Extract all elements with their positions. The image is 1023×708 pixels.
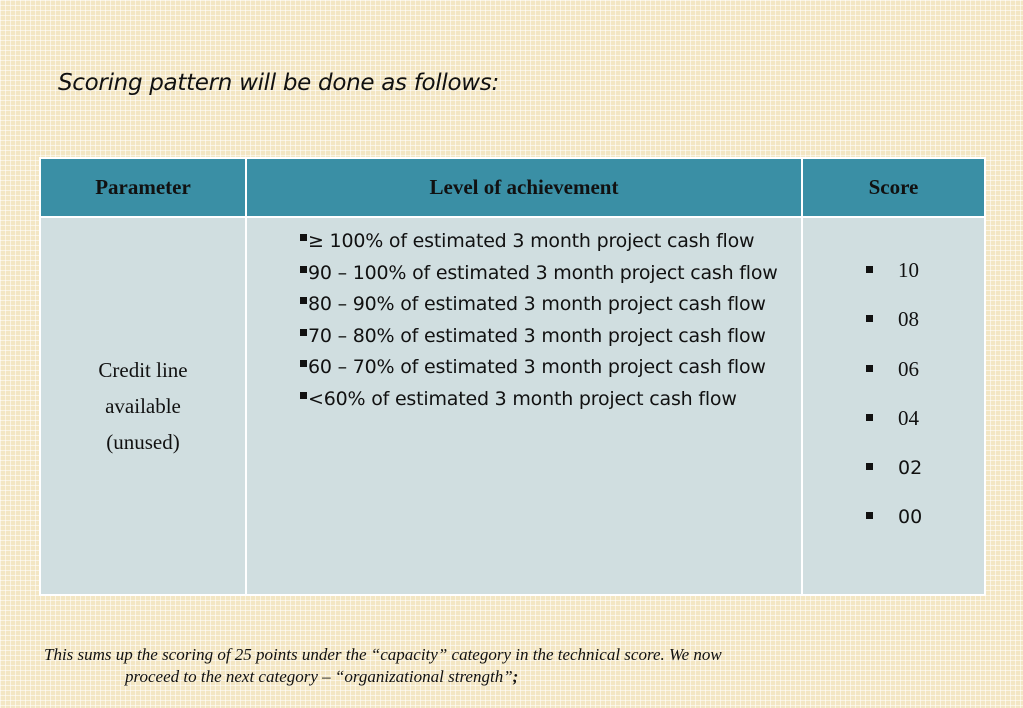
score-item: 10	[866, 246, 984, 296]
level-text: ≥ 100% of estimated 3 month project cash…	[308, 230, 755, 252]
table-row: Credit line available (unused) ≥ 100% of…	[39, 216, 986, 596]
square-bullet-icon	[866, 315, 873, 323]
header-parameter: Parameter	[39, 157, 247, 218]
footnote-semicolon: ;	[512, 667, 519, 686]
level-item: 90 – 100% of estimated 3 month project c…	[300, 258, 795, 290]
level-text: <60% of estimated 3 month project cash f…	[308, 387, 737, 410]
square-bullet-icon	[866, 462, 873, 470]
score-list: 10 08 06 04 02 00	[803, 246, 984, 543]
score-value: 06	[898, 356, 919, 381]
score-cell: 10 08 06 04 02 00	[801, 216, 986, 596]
footnote-line-1: This sums up the scoring of 25 points un…	[44, 645, 722, 664]
square-bullet-icon	[300, 265, 307, 273]
score-item: 08	[866, 295, 984, 345]
score-value: 02	[898, 456, 923, 479]
score-item: 06	[866, 345, 984, 395]
level-item: <60% of estimated 3 month project cash f…	[300, 384, 795, 416]
level-item: 80 – 90% of estimated 3 month project ca…	[300, 289, 795, 321]
square-bullet-icon	[300, 360, 307, 367]
level-text: 70 – 80% of estimated 3 month project ca…	[308, 324, 766, 347]
level-item: 60 – 70% of estimated 3 month project ca…	[300, 352, 795, 384]
score-value: 10	[898, 257, 919, 282]
parameter-line: (unused)	[106, 430, 180, 454]
square-bullet-icon	[300, 297, 307, 304]
level-text: 80 – 90% of estimated 3 month project ca…	[308, 293, 766, 315]
level-text: 60 – 70% of estimated 3 month project ca…	[308, 356, 766, 378]
slide-title: Scoring pattern will be done as follows:	[58, 70, 499, 96]
level-list: ≥ 100% of estimated 3 month project cash…	[247, 218, 801, 415]
footnote: This sums up the scoring of 25 points un…	[44, 644, 944, 688]
parameter-line: Credit line	[98, 358, 188, 382]
square-bullet-icon	[866, 265, 873, 273]
table-header-row: Parameter Level of achievement Score	[39, 157, 986, 218]
footnote-line-2: proceed to the next category – “organiza…	[44, 666, 944, 688]
score-value: 04	[898, 406, 919, 430]
parameter-cell: Credit line available (unused)	[39, 216, 247, 596]
level-text: 90 – 100% of estimated 3 month project c…	[308, 261, 778, 284]
score-value: 00	[898, 506, 923, 528]
square-bullet-icon	[866, 364, 873, 372]
level-item: ≥ 100% of estimated 3 month project cash…	[300, 226, 795, 258]
score-value: 08	[898, 307, 919, 331]
header-score: Score	[801, 157, 986, 218]
footnote-line-2-text: proceed to the next category – “organiza…	[125, 667, 513, 686]
header-level-of-achievement: Level of achievement	[245, 157, 803, 218]
score-item: 02	[866, 444, 984, 494]
level-item: 70 – 80% of estimated 3 month project ca…	[300, 321, 795, 353]
square-bullet-icon	[300, 234, 307, 241]
score-item: 00	[866, 493, 984, 543]
level-cell: ≥ 100% of estimated 3 month project cash…	[245, 216, 803, 596]
parameter-line: available	[105, 394, 181, 418]
scoring-table: Parameter Level of achievement Score Cre…	[39, 157, 986, 596]
square-bullet-icon	[866, 512, 873, 520]
square-bullet-icon	[300, 328, 307, 336]
square-bullet-icon	[866, 414, 873, 422]
score-item: 04	[866, 394, 984, 444]
square-bullet-icon	[300, 391, 307, 399]
